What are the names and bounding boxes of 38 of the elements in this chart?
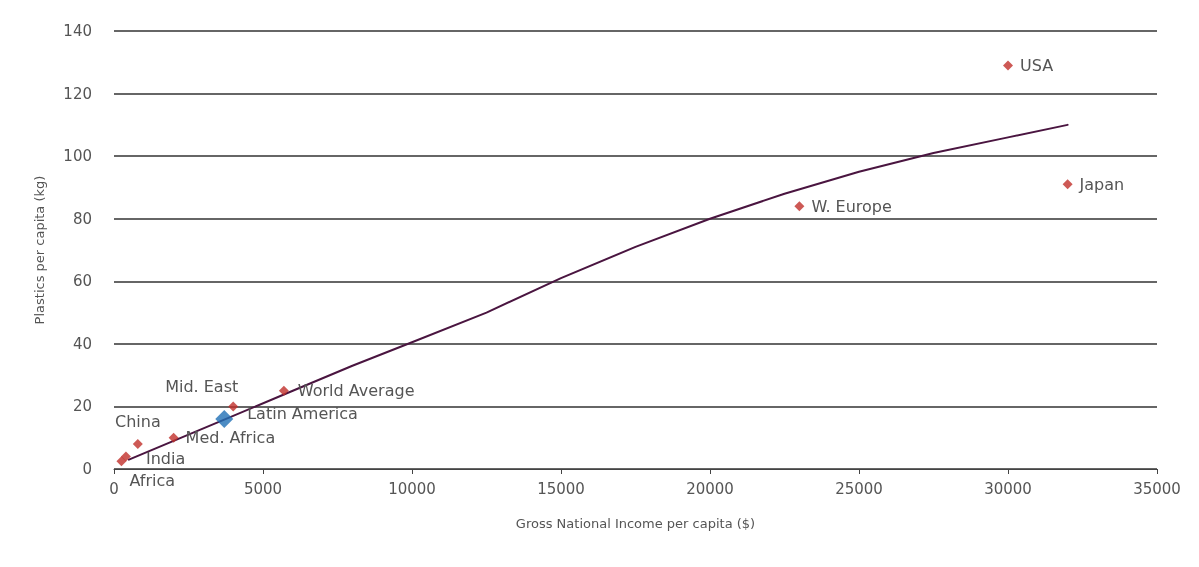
annotation: China: [114, 412, 161, 432]
y-tick-label: 0: [82, 460, 92, 478]
point: [794, 201, 805, 212]
y-tick-label: 20: [72, 397, 92, 416]
y-tick-label: 120: [63, 84, 92, 103]
annotation: World Average: [297, 381, 415, 401]
x-tick-label: 5000: [243, 479, 283, 498]
annotation: Japan: [1078, 174, 1125, 194]
point: [168, 432, 179, 443]
x-tick-label: 35000: [1133, 479, 1181, 498]
annotation: Latin America: [247, 403, 358, 423]
x-tick-label: 25000: [835, 479, 883, 498]
y-axis-title: Plastics per capita (kg): [32, 175, 47, 325]
point: [228, 401, 239, 412]
annotation: Mid. East: [165, 377, 239, 397]
y-tick-label: 60: [72, 272, 92, 291]
annotation: India: [145, 448, 186, 468]
y-tick-label: 140: [63, 22, 92, 40]
annotation: Med. Africa: [185, 428, 276, 448]
x-tick-label: 30000: [984, 479, 1032, 498]
y-tick-label: 80: [72, 209, 92, 228]
point: [1003, 60, 1013, 71]
point: [278, 385, 289, 396]
x-tick-label: 0: [109, 479, 119, 498]
x-tick-label: 15000: [537, 479, 585, 498]
y-tick-label: 40: [72, 334, 92, 353]
annotation: W. Europe: [811, 196, 892, 216]
point: [1062, 179, 1073, 190]
point: [215, 409, 234, 428]
x-axis-title: Gross National Income per capita ($): [515, 516, 756, 531]
point: [132, 438, 143, 449]
annotation: USA: [1020, 55, 1054, 75]
x-tick-label: 20000: [686, 479, 734, 498]
y-tick-label: 100: [63, 147, 92, 166]
annotation: Africa: [129, 470, 176, 490]
point: [116, 456, 127, 467]
point: [120, 451, 131, 462]
x-tick-label: 10000: [388, 479, 436, 498]
